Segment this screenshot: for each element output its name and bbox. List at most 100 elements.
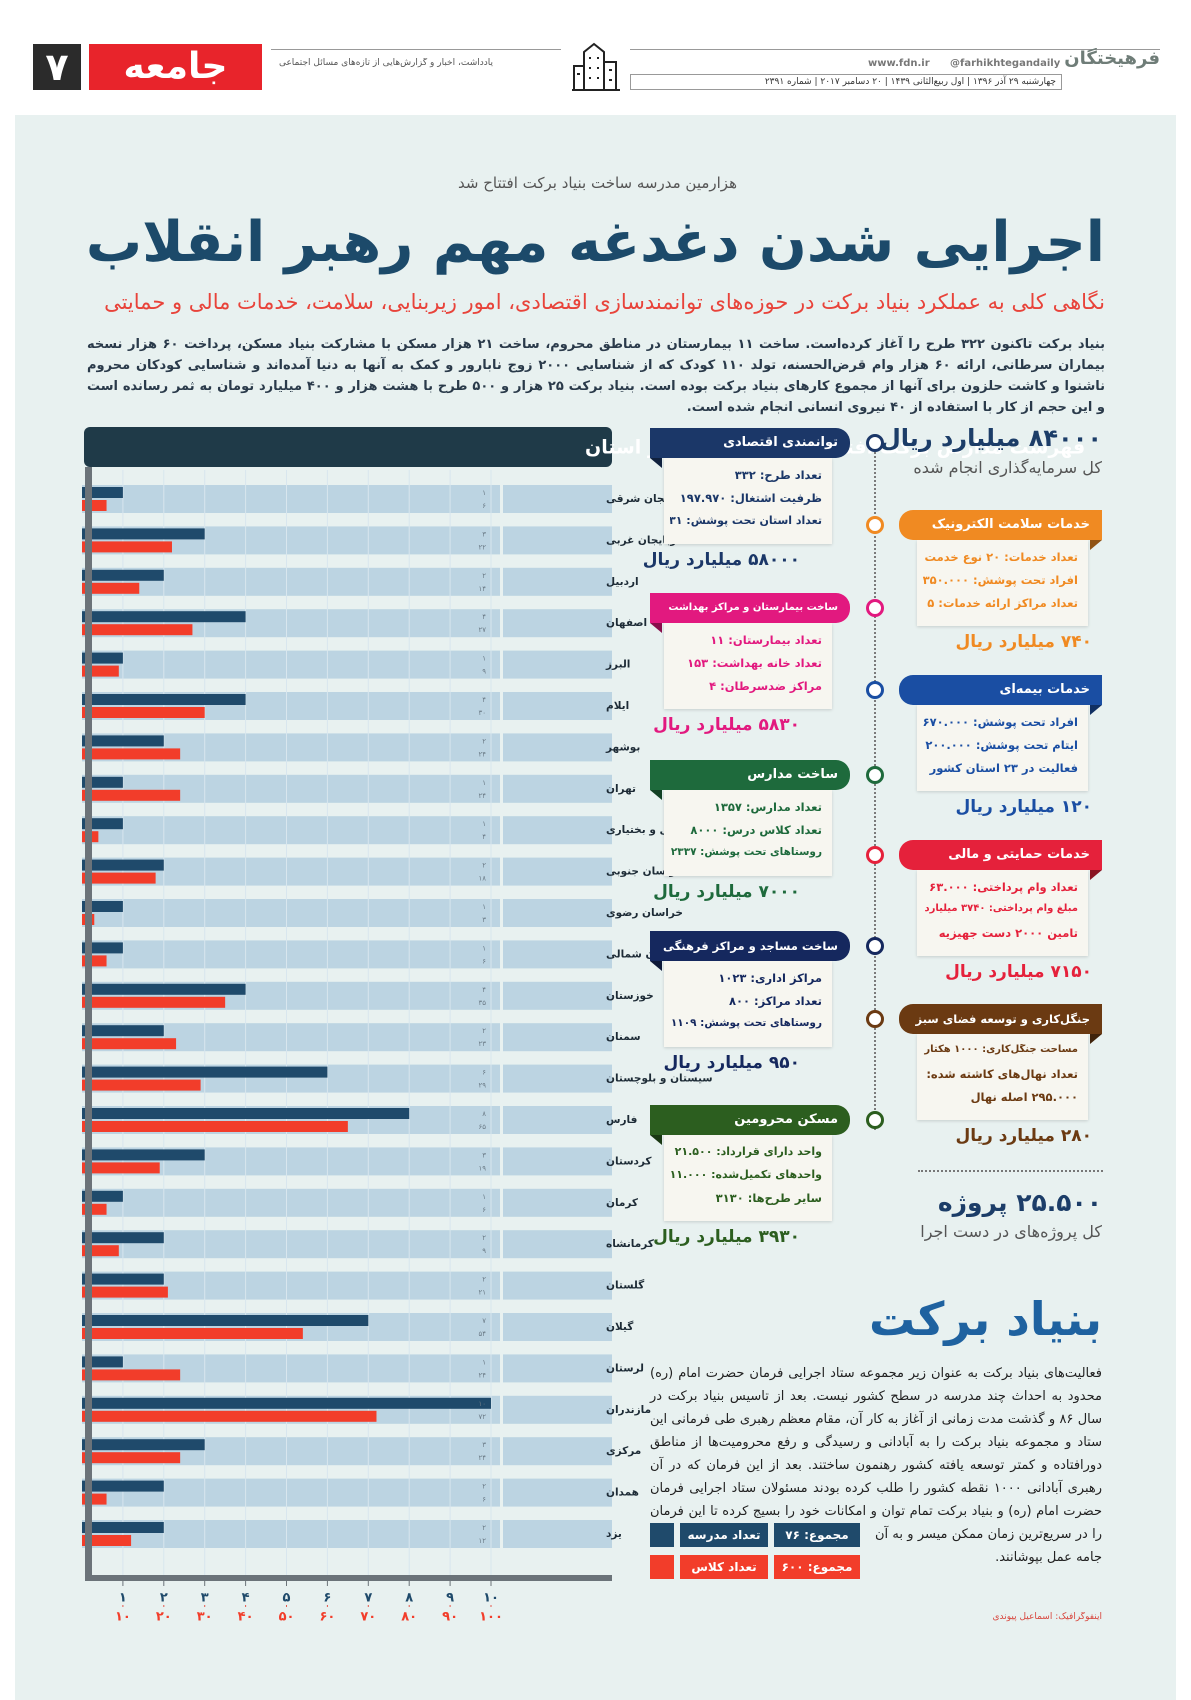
value-label: ۲۲ <box>478 543 486 551</box>
bar <box>82 1108 410 1119</box>
card-line: فعالیت در ۲۳ استان کشور <box>929 761 1078 775</box>
bar <box>82 707 205 718</box>
bar <box>82 528 205 540</box>
legend-entry: تعداد مدرسه مجموع: ۷۶ <box>650 1523 865 1549</box>
x-tick-label: ۱۰ <box>483 1591 499 1606</box>
bar <box>82 1025 164 1037</box>
x-tick-label: ۹ <box>446 1591 454 1606</box>
bar <box>82 1397 491 1409</box>
timeline-dot <box>866 434 884 452</box>
card-line: واحد دارای قرارداد: ۲۱.۵۰۰ <box>674 1145 822 1158</box>
bar <box>82 487 123 498</box>
value-label: ۸ <box>482 1110 486 1118</box>
x-tick-label: ۶ <box>323 1591 331 1606</box>
value-label: ۲۴ <box>478 792 486 800</box>
row-background <box>82 899 500 927</box>
value-label: ۲۳ <box>478 1040 486 1048</box>
x2-tick-label: ۸۰ <box>401 1610 417 1625</box>
bar <box>82 955 107 967</box>
x2-tick-label: ۹۰ <box>442 1610 458 1625</box>
category-box <box>503 1395 612 1424</box>
credit: اینفوگرافیک: اسماعیل پیوندی <box>992 1612 1102 1622</box>
row-background <box>82 650 500 679</box>
card-line: مراکز ضدسرطان: ۴ <box>709 679 822 693</box>
category-box <box>503 1106 612 1134</box>
value-label: ۶ <box>482 1496 486 1504</box>
social-handle: @farhikhtegandaily <box>950 58 1061 69</box>
category-label: گلستان <box>606 1279 645 1292</box>
card-line: افراد تحت پوشش: ۳۵۰.۰۰۰ <box>923 573 1078 587</box>
tab-fold <box>1090 1034 1102 1044</box>
value-label: ۵۴ <box>478 1330 486 1338</box>
card-line: تعداد خدمات: ۲۰ نوع خدمت <box>924 550 1079 564</box>
category-box <box>503 1064 612 1093</box>
card <box>917 870 1088 956</box>
value-label: ۷ <box>482 1317 486 1325</box>
x2-tick-label: ۱۰۰ <box>479 1610 503 1625</box>
category-box <box>503 1230 612 1259</box>
value-label: ۲۱ <box>478 1289 486 1297</box>
bar <box>82 1315 369 1326</box>
value-label: ۴ <box>482 613 486 621</box>
category-box <box>503 1147 612 1176</box>
card-amount: ۵۸۰۰۰ میلیارد ریال <box>642 550 800 570</box>
value-label: ۲ <box>482 1276 486 1284</box>
value-label: ۱۹ <box>478 1164 486 1172</box>
rule <box>630 49 1160 50</box>
about-title: بنیاد برکت <box>868 1292 1102 1346</box>
page-number: ۷ <box>33 44 81 90</box>
legend-name: تعداد کلاس <box>680 1555 768 1579</box>
bar <box>82 1356 123 1368</box>
category-box <box>503 816 612 845</box>
value-label: ۱ <box>482 1358 486 1366</box>
tab-fold <box>1090 540 1102 550</box>
about-box: تعداد مدرسه مجموع: ۷۶ تعداد کلاس مجموع: ۶۰۰… <box>650 1362 1102 1593</box>
value-label: ۱ <box>482 655 486 663</box>
bar <box>82 1245 119 1257</box>
paper-name: فرهیختگان <box>1065 48 1160 69</box>
value-label: ۷۲ <box>478 1413 486 1421</box>
lead: بنیاد برکت تاکنون ۳۲۲ طرح را آغاز کرده‌ا… <box>87 337 1106 415</box>
card-title: ساخت بیمارستان و مراکز بهداشت <box>650 593 850 623</box>
card-amount: ۷۱۵۰ میلیارد ریال <box>945 962 1092 982</box>
category-label: خوزستان <box>606 990 654 1002</box>
card <box>917 705 1088 791</box>
category-box <box>503 1520 612 1548</box>
supertitle: هزارمین مدرسه ساخت بنیاد برکت افتتاح شد <box>458 174 737 192</box>
card-line: تامین ۲۰۰۰ دست جهیزیه <box>938 926 1078 940</box>
card-title: ساخت مدارس <box>650 760 850 790</box>
tab-fold <box>650 1135 662 1145</box>
timeline-dot <box>866 846 884 864</box>
row-background <box>82 940 500 969</box>
x-tick-label: ۳ <box>201 1591 209 1606</box>
bar <box>82 582 140 594</box>
x-tick-label: ۴ <box>242 1591 250 1606</box>
category-box <box>503 650 612 679</box>
card-title: جنگل‌کاری و توسعه فضای سبز <box>899 1004 1102 1034</box>
value-label: ۱۲ <box>478 1537 486 1545</box>
card <box>664 961 832 1047</box>
card-amount: ۱۲۰ میلیارد ریال <box>955 797 1092 817</box>
category-label: سمنان <box>606 1031 641 1043</box>
x2-tick-label: ۷۰ <box>360 1610 376 1625</box>
value-label: ۲۴ <box>478 1371 486 1379</box>
tab-fold <box>1090 705 1102 715</box>
value-label: ۹ <box>482 1247 486 1255</box>
bar <box>82 652 123 664</box>
bar <box>82 569 164 581</box>
about-text: فعالیت‌های بنیاد برکت به عنوان زیر مجموع… <box>650 1366 1102 1565</box>
tab-fold <box>1090 870 1102 880</box>
x-tick-label: ۱ <box>119 1591 127 1606</box>
card-line: مساحت جنگل‌کاری: ۱۰۰۰ هکتار <box>924 1044 1078 1055</box>
bar <box>82 665 119 677</box>
legend-swatch <box>650 1555 674 1579</box>
bar <box>82 872 156 884</box>
timeline-dot <box>866 766 884 784</box>
category-box <box>503 940 612 969</box>
x-tick-label: ۸ <box>405 1591 413 1606</box>
rule <box>271 49 561 50</box>
value-label: ۳ <box>482 916 486 924</box>
bar <box>82 1232 164 1244</box>
headline: اجرایی شدن دغدغه مهم رهبر انقلاب <box>85 210 1105 275</box>
